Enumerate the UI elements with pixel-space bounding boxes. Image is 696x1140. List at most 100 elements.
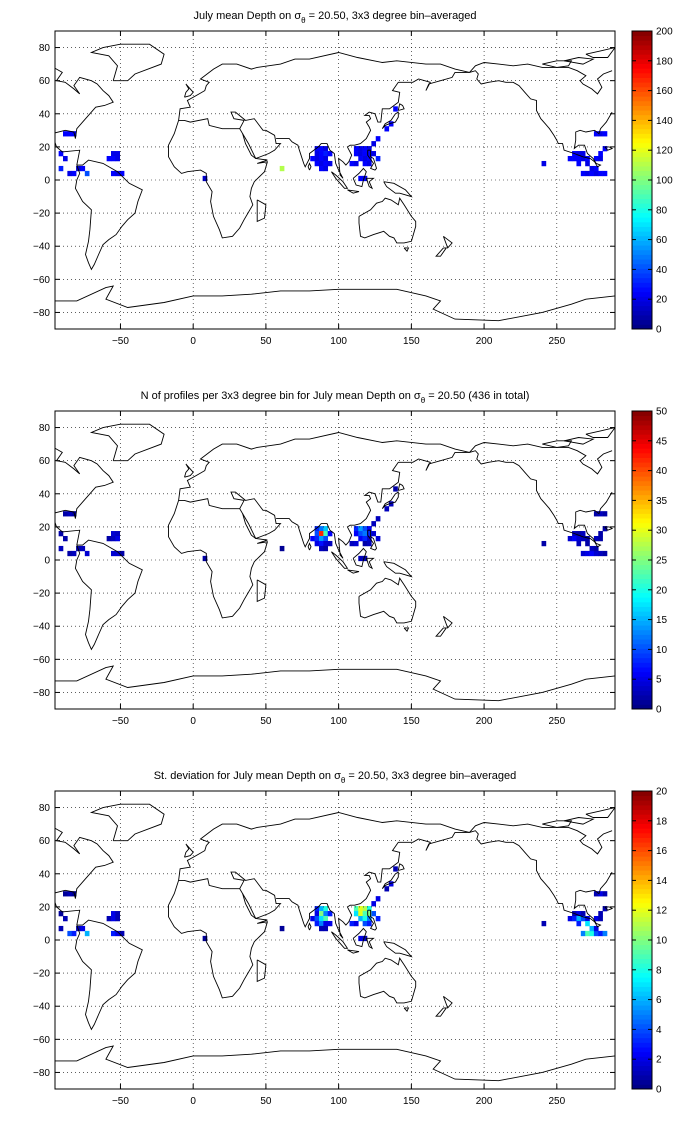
data-bin <box>349 160 355 167</box>
x-tick-label: 0 <box>190 716 196 727</box>
colorbar-tick-label: 35 <box>656 496 668 507</box>
colorbar-segment <box>632 152 652 158</box>
colorbar-segment <box>632 245 652 251</box>
colorbar-segment <box>632 305 652 311</box>
y-tick-label: 0 <box>44 556 50 567</box>
y-tick-label: 40 <box>39 109 51 120</box>
coastline <box>55 440 114 546</box>
colorbar-segment <box>632 893 652 899</box>
data-bin <box>202 555 208 562</box>
data-bin <box>576 911 582 917</box>
colorbar-segment <box>632 156 652 162</box>
colorbar-segment <box>632 315 652 321</box>
coastline <box>276 71 470 179</box>
colorbar-segment <box>632 800 652 806</box>
colorbar-segment <box>632 578 652 584</box>
data-bin <box>598 531 603 537</box>
data-bin <box>541 160 547 167</box>
coastline <box>168 118 269 239</box>
data-bin <box>358 535 363 542</box>
colorbar-segment <box>632 411 652 417</box>
chart-title: N of profiles per 3x3 degree bin for Jul… <box>141 390 530 405</box>
data-bin <box>323 151 329 157</box>
colorbar-segment <box>632 546 652 552</box>
data-bin <box>80 925 86 932</box>
data-bin <box>115 155 121 162</box>
x-tick-label: 150 <box>403 716 420 727</box>
data-bin <box>353 146 359 152</box>
coastline <box>352 547 367 568</box>
coastline <box>397 863 405 871</box>
y-tick-label: 20 <box>39 142 51 153</box>
colorbar-segment <box>632 438 652 444</box>
data-bin <box>323 160 329 167</box>
data-bins <box>58 106 608 182</box>
colorbar-segment <box>632 977 652 983</box>
colorbar-segment <box>632 695 652 701</box>
colorbar-segment <box>632 681 652 687</box>
data-bin <box>314 911 320 917</box>
data-bin <box>323 915 329 922</box>
data-bin <box>572 155 577 162</box>
coastline <box>367 149 378 171</box>
colorbar-tick-label: 2 <box>656 1055 662 1066</box>
data-bin <box>327 151 333 157</box>
colorbar-segment <box>632 940 652 946</box>
data-bin <box>119 170 125 177</box>
data-bin <box>362 911 368 917</box>
colorbar-segment <box>632 573 652 580</box>
chart-panel-2: N of profiles per 3x3 degree bin for Jul… <box>33 390 668 727</box>
data-bin <box>319 545 324 552</box>
data-bin <box>115 915 121 922</box>
data-bin <box>319 915 324 922</box>
data-bin <box>80 545 86 552</box>
data-bin <box>362 155 368 162</box>
data-bin <box>358 555 363 562</box>
data-bin <box>323 920 329 927</box>
data-bin <box>353 911 359 917</box>
data-bin <box>593 511 599 517</box>
colorbar-segment <box>632 273 652 279</box>
data-bin <box>111 170 116 177</box>
x-tick-label: 100 <box>330 1096 347 1107</box>
data-bin <box>63 511 68 517</box>
colorbar-tick-label: 40 <box>656 466 668 477</box>
colorbar-segment <box>632 1065 652 1071</box>
data-bin <box>323 911 329 917</box>
coastline <box>55 1045 615 1082</box>
colorbar-segment <box>632 44 652 51</box>
colorbar-segment <box>632 842 652 848</box>
colorbar-segment <box>632 310 652 316</box>
y-tick-label: −40 <box>33 622 50 633</box>
colorbar-segment <box>632 429 652 435</box>
data-bin <box>585 540 590 547</box>
colorbar-segment <box>632 555 652 561</box>
colorbar-segment <box>632 809 652 815</box>
colorbar-segment <box>632 175 652 181</box>
data-bin <box>580 550 586 557</box>
coastline <box>256 199 267 223</box>
x-tick-label: 250 <box>548 336 565 347</box>
data-bin <box>576 160 582 167</box>
y-tick-label: 80 <box>39 803 51 814</box>
colorbar-segment <box>632 1028 652 1034</box>
colorbar-segment <box>632 629 652 635</box>
data-bin <box>314 540 320 547</box>
data-bin <box>585 550 590 557</box>
coastline <box>381 111 399 129</box>
colorbar-tick-label: 120 <box>656 146 673 157</box>
colorbar-tick-label: 200 <box>656 27 673 38</box>
data-bin <box>367 526 372 532</box>
colorbar-segment <box>632 1014 652 1020</box>
data-bin <box>589 545 595 552</box>
data-bin <box>367 911 372 917</box>
colorbar-segment <box>632 662 652 668</box>
data-bin <box>362 935 368 942</box>
data-bin <box>585 155 590 162</box>
colorbar-segment <box>632 653 652 659</box>
coastline <box>276 831 470 939</box>
colorbar-segment <box>632 508 652 514</box>
x-tick-label: −50 <box>112 336 129 347</box>
chart-title: July mean Depth on σθ = 20.50, 3x3 degre… <box>193 10 476 25</box>
y-tick-label: −80 <box>33 1068 50 1079</box>
